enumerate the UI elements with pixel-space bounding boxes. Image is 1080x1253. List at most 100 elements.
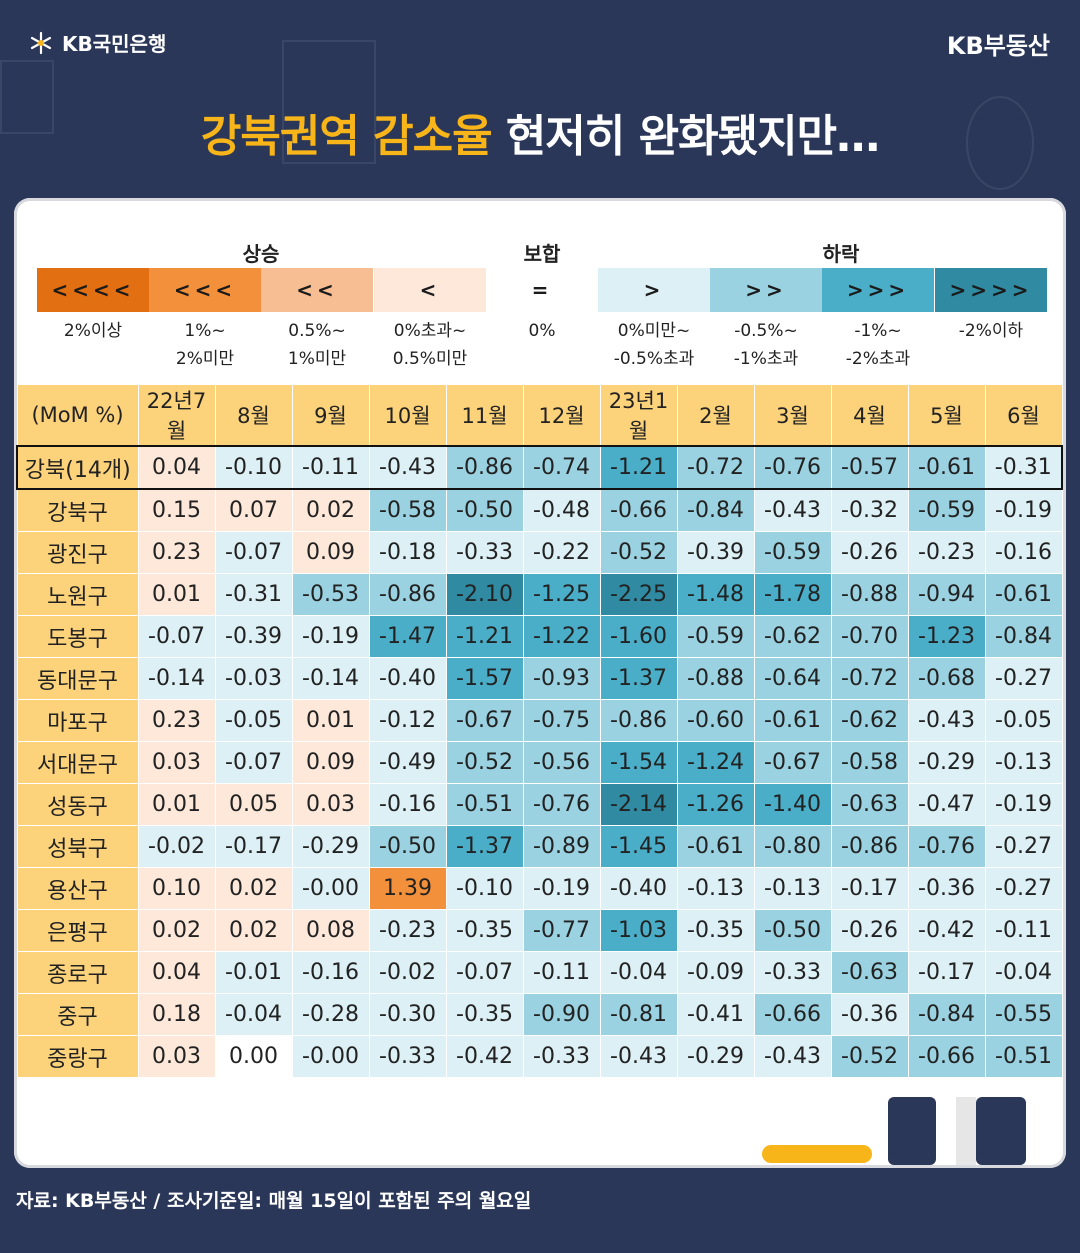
heat-cell: -0.62 xyxy=(753,615,832,658)
legend-swatch: < xyxy=(374,268,486,312)
heat-cell: -0.13 xyxy=(676,867,755,910)
heat-cell: 0.05 xyxy=(214,783,293,826)
heat-cell: -0.88 xyxy=(830,573,909,616)
heat-cell: -0.76 xyxy=(753,445,832,490)
heat-cell: -0.17 xyxy=(830,867,909,910)
heat-cell: 0.08 xyxy=(291,909,370,952)
heat-cell: -0.43 xyxy=(753,1035,832,1078)
table-row: 서대문구 0.03 -0.07 0.09 -0.49 -0.52 -0.56 -1.54 -1.… xyxy=(16,741,1063,784)
heat-cell: 0.09 xyxy=(291,531,370,574)
legend-swatch: << xyxy=(261,268,373,312)
heat-cell: -0.17 xyxy=(907,951,986,994)
heat-cell: 0.01 xyxy=(291,699,370,742)
heat-cell: -0.72 xyxy=(676,445,755,490)
heat-cell: -0.50 xyxy=(445,488,524,532)
bank-name: KB국민은행 xyxy=(62,32,167,56)
heat-cell: -0.35 xyxy=(676,909,755,952)
row-label: 중랑구 xyxy=(16,1035,139,1078)
legend-group-flat: 보합 xyxy=(523,242,561,266)
column-header: 22년7월 xyxy=(137,384,216,447)
heat-cell: -1.57 xyxy=(445,657,524,700)
heat-cell: -0.56 xyxy=(522,741,601,784)
legend-group-fall: 하락 xyxy=(822,242,860,266)
heat-cell: -1.37 xyxy=(445,825,524,868)
heat-cell: -0.29 xyxy=(291,825,370,868)
heat-cell: -0.33 xyxy=(522,1035,601,1078)
kb-bank-logo: KB국민은행 xyxy=(28,28,166,57)
heat-cell: 0.23 xyxy=(137,531,216,574)
background-building-deco xyxy=(282,40,376,164)
heat-cell: -0.52 xyxy=(445,741,524,784)
heat-cell: -0.93 xyxy=(522,657,601,700)
heat-cell: -0.51 xyxy=(984,1035,1063,1078)
heat-cell: -0.67 xyxy=(445,699,524,742)
heat-cell: -0.16 xyxy=(368,783,447,826)
heat-cell: -0.70 xyxy=(830,615,909,658)
heat-cell: -0.22 xyxy=(522,531,601,574)
heat-cell: -0.00 xyxy=(291,867,370,910)
heat-cell: -0.31 xyxy=(984,445,1063,490)
heat-cell: -0.61 xyxy=(753,699,832,742)
heat-cell: 0.01 xyxy=(137,783,216,826)
decorative-block xyxy=(976,1097,1026,1165)
heat-cell: -0.07 xyxy=(445,951,524,994)
table-row: 도봉구 -0.07 -0.39 -0.19 -1.47 -1.21 -1.22 -1.60 -0… xyxy=(16,615,1063,658)
heat-cell: -0.61 xyxy=(676,825,755,868)
heat-cell: -0.27 xyxy=(984,825,1063,868)
heat-cell: -0.76 xyxy=(907,825,986,868)
heat-cell: -0.29 xyxy=(907,741,986,784)
heat-cell: -1.48 xyxy=(676,573,755,616)
heat-cell: -0.05 xyxy=(984,699,1063,742)
heat-cell: -0.86 xyxy=(445,445,524,490)
heat-cell: 0.03 xyxy=(291,783,370,826)
legend-swatch: <<<< xyxy=(37,268,149,312)
heat-cell: -0.39 xyxy=(214,615,293,658)
row-label: 서대문구 xyxy=(16,741,139,784)
column-header: 10월 xyxy=(368,384,447,447)
heat-cell: -0.07 xyxy=(214,741,293,784)
heat-cell: 0.09 xyxy=(291,741,370,784)
heat-cell: -0.59 xyxy=(676,615,755,658)
table-row: 중구 0.18 -0.04 -0.28 -0.30 -0.35 -0.90 -0.81 -0.4… xyxy=(16,993,1063,1036)
row-label: 강북구 xyxy=(16,488,139,532)
heat-cell: -0.61 xyxy=(984,573,1063,616)
heat-cell: 0.04 xyxy=(137,951,216,994)
column-header: 2월 xyxy=(676,384,755,447)
legend-label: 0%미만~ -0.5%초과 xyxy=(613,321,695,369)
heat-cell: -0.23 xyxy=(368,909,447,952)
heat-cell: -0.04 xyxy=(214,993,293,1036)
heat-cell: -0.88 xyxy=(676,657,755,700)
heat-cell: -0.40 xyxy=(599,867,678,910)
heat-cell: 1.39 xyxy=(368,867,447,910)
legend-swatch: > xyxy=(598,268,710,312)
heat-cell: -0.07 xyxy=(137,615,216,658)
heat-cell: -1.60 xyxy=(599,615,678,658)
heat-cell: -0.33 xyxy=(753,951,832,994)
heat-cell: -1.40 xyxy=(753,783,832,826)
table-row: 동대문구 -0.14 -0.03 -0.14 -0.40 -1.57 -0.93 -1.37-… xyxy=(16,657,1063,700)
table-row: 노원구 0.01 -0.31 -0.53 -0.86 -2.10 -1.25 -2.25 -1.… xyxy=(16,573,1063,616)
heat-cell: -0.50 xyxy=(368,825,447,868)
heat-cell: -2.10 xyxy=(445,573,524,616)
heat-cell: -1.24 xyxy=(676,741,755,784)
heat-cell: -0.59 xyxy=(753,531,832,574)
top-bar: KB국민은행 KB부동산 xyxy=(0,0,1080,80)
heat-cell: -0.94 xyxy=(907,573,986,616)
heat-cell: 0.02 xyxy=(291,488,370,532)
unit-label: (MoM %) xyxy=(16,384,139,447)
price-change-table: (MoM %) 22년7월 8월 9월 10월 11월 12월 23년1월 2월 3월 4월 5월 6… xyxy=(16,384,1063,1078)
table-row: 강북(14개) 0.04 -0.10 -0.11 -0.43 -0.86 -0.74 -1.2… xyxy=(16,445,1063,490)
heat-cell: -1.03 xyxy=(599,909,678,952)
heat-cell: -0.31 xyxy=(214,573,293,616)
heat-cell: -0.01 xyxy=(214,951,293,994)
legend-swatch: >>> xyxy=(822,268,934,312)
heat-cell: -0.17 xyxy=(214,825,293,868)
row-label: 마포구 xyxy=(16,699,139,742)
table-row: 강북구 0.15 0.07 0.02 -0.58 -0.50 -0.48 -0.66 -0.84… xyxy=(16,488,1063,532)
heat-cell: -0.00 xyxy=(291,1035,370,1078)
legend-label: -1%~ -2%초과 xyxy=(845,321,911,369)
heat-cell: 0.02 xyxy=(214,867,293,910)
heat-cell: -0.55 xyxy=(984,993,1063,1036)
heat-cell: -1.23 xyxy=(907,615,986,658)
heat-cell: -0.04 xyxy=(599,951,678,994)
